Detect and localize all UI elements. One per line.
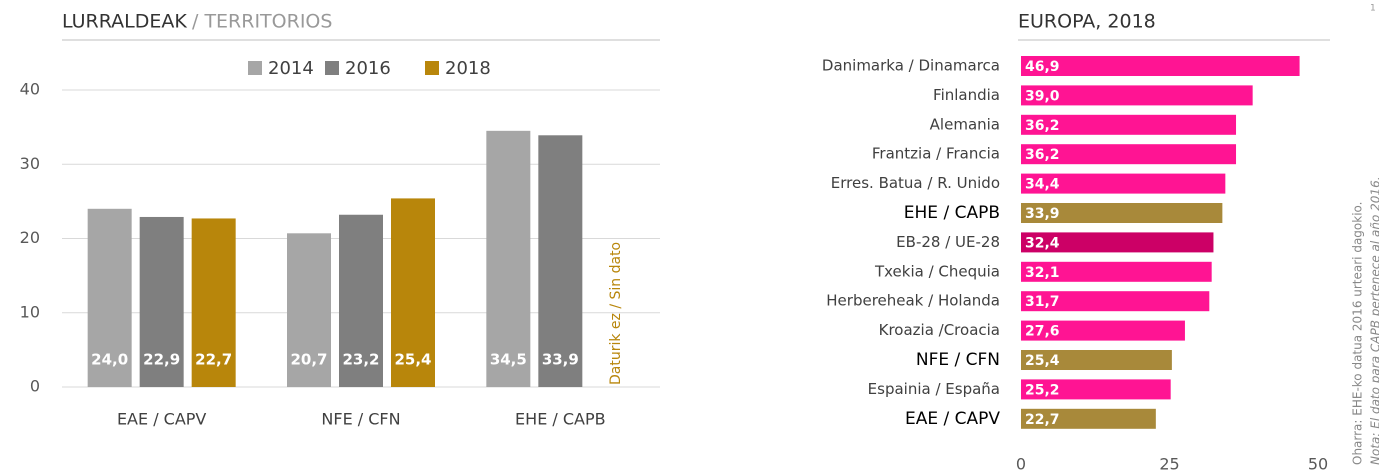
bar [1021,232,1214,253]
category-label: Espainia / España [868,380,1000,398]
value-label: 31,7 [1025,294,1060,310]
bar [87,208,132,387]
category-label: Kroazia /Croacia [879,321,1000,339]
x-tick-label: EAE / CAPV [117,410,206,429]
note: Oharra: EHE-ko datua 2016 urteari dagoki… [1351,202,1365,466]
legend-label: 2018 [445,58,491,79]
value-label: 25,2 [1025,382,1060,398]
bar [1021,320,1185,341]
category-label: Finlandia [933,86,1000,104]
category-label: Erres. Batua / R. Unido [831,174,1000,192]
legend-swatch [425,61,439,75]
x-tick-label: NFE / CFN [321,410,400,429]
bar [1021,379,1171,400]
y-tick-label: 30 [20,154,40,173]
category-label: Frantzia / Francia [872,145,1000,163]
chart-title: EUROPA, 2018 [1018,11,1156,33]
value-label: 27,6 [1025,324,1060,340]
bar [139,216,184,387]
bar [191,218,236,387]
bar [1021,203,1223,223]
chart-title: LURRALDEAK [62,11,187,33]
bar [1021,114,1237,135]
value-label: 46,9 [1025,59,1060,75]
bar [1021,408,1156,429]
category-label: Danimarka / Dinamarca [822,57,1000,75]
value-label: 33,9 [542,351,579,369]
bar [1021,261,1212,282]
category-label: EB-28 / UE-28 [896,233,1000,251]
value-label: 24,0 [91,351,128,369]
value-label: 39,0 [1025,88,1060,104]
x-tick-label: 50 [1308,455,1328,474]
annotation: Daturik ez / Sin dato [608,242,624,385]
bar [1021,56,1300,76]
category-label: Alemania [930,115,1000,133]
bar [1021,291,1210,312]
value-label: 32,1 [1025,265,1060,281]
value-label: 33,9 [1025,206,1060,222]
value-label: 25,4 [1025,353,1060,369]
value-label: 34,5 [490,351,527,369]
x-tick-label: 0 [1016,455,1026,474]
x-tick-label: 25 [1159,455,1179,474]
bar [1021,85,1253,106]
value-label: 32,4 [1025,235,1060,251]
y-tick-label: 0 [30,377,40,396]
value-label: 22,7 [1025,412,1060,428]
x-tick-label: EHE / CAPB [515,410,606,429]
bar [1021,350,1172,370]
category-label: EAE / CAPV [905,409,1000,429]
category-label: Txekia / Chequia [874,262,1000,280]
category-label: Herbereheak / Holanda [826,292,1000,310]
value-label: 34,4 [1025,177,1060,193]
bar [1021,173,1226,194]
page-number: 1 [1370,4,1376,14]
category-label: NFE / CFN [916,350,1000,370]
legend-swatch [248,61,262,75]
note: Nota: El dato para CAPB pertenece al año… [1369,176,1379,465]
y-tick-label: 40 [20,80,40,99]
bar [391,198,435,387]
legend-label: 2014 [268,58,314,79]
chart-subtitle: / TERRITORIOS [192,11,332,33]
y-tick-label: 20 [20,228,40,247]
value-label: 36,2 [1025,147,1060,163]
bar [339,214,383,387]
legend-label: 2016 [345,58,391,79]
value-label: 20,7 [290,351,327,369]
category-label: EHE / CAPB [904,203,1000,223]
bar [486,130,531,387]
value-label: 36,2 [1025,118,1060,134]
y-tick-label: 10 [20,302,40,321]
value-label: 22,9 [143,351,180,369]
value-label: 22,7 [195,351,232,369]
bar [538,135,583,387]
bar [287,233,331,387]
bar [1021,144,1237,165]
value-label: 23,2 [342,351,379,369]
legend-swatch [325,61,339,75]
value-label: 25,4 [394,351,431,369]
